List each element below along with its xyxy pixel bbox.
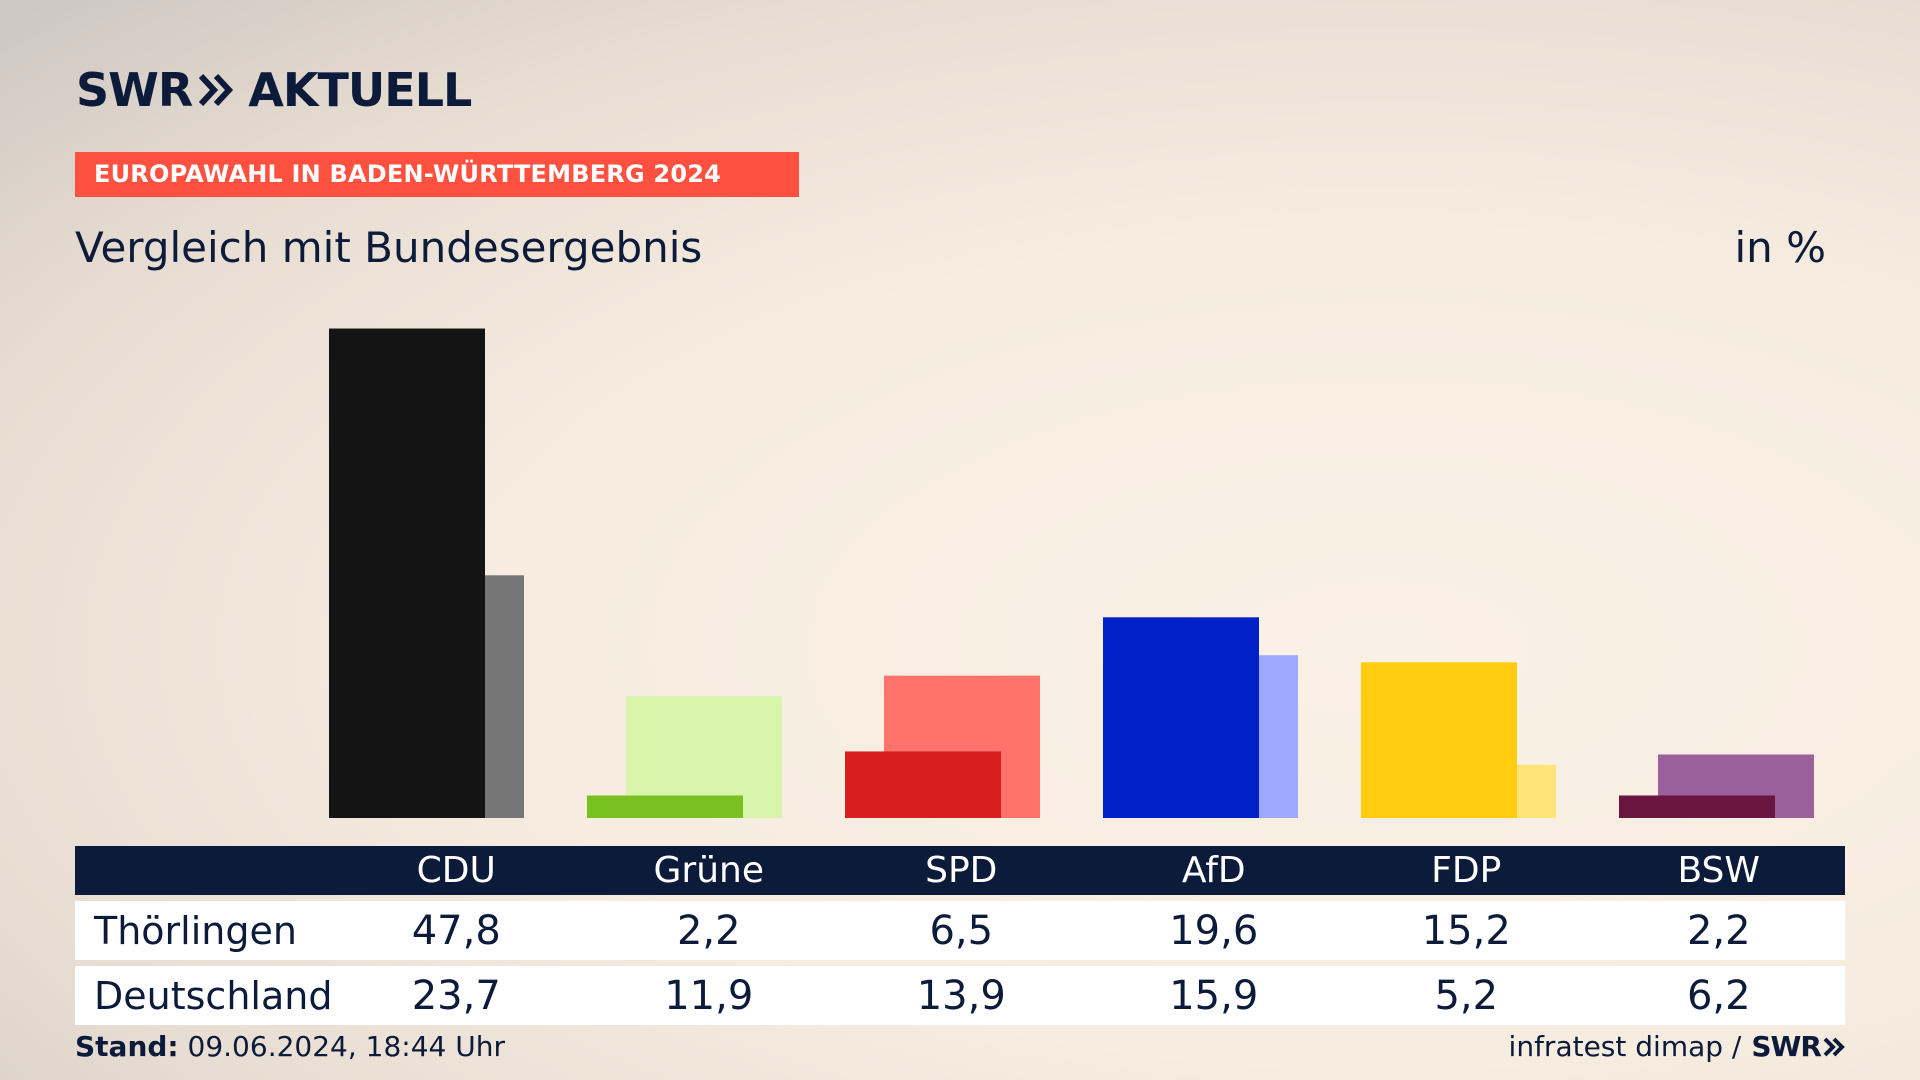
bar-thoerlingen-fdp (1361, 662, 1517, 818)
header-cell-afd: AfD (1181, 850, 1246, 891)
table-header-row: CDU Grüne SPD AfD FDP BSW (75, 846, 1845, 895)
value-cell: 13,9 (835, 966, 1088, 1025)
stand-value: 09.06.2024, 18:44 Uhr (187, 1030, 505, 1063)
value-cell: 2,2 (1592, 901, 1845, 960)
chart-subtitle: Vergleich mit Bundesergebnis (75, 223, 703, 272)
value-cell: 15,2 (1340, 901, 1593, 960)
region-name: Deutschland (75, 966, 332, 1025)
election-banner: EUROPAWAHL IN BADEN-WÜRTTEMBERG 2024 (75, 152, 799, 197)
region-name: Thörlingen (75, 901, 330, 960)
value-cell: 47,8 (330, 901, 583, 960)
swr-aktuell-logo: SWR AKTUELL (76, 63, 472, 117)
table-row: Deutschland 23,7 11,9 13,9 15,9 5,2 6,2 (75, 966, 1845, 1025)
header-cell-gruene: Grüne (653, 850, 764, 891)
stand-label: Stand: (75, 1030, 179, 1063)
swr-small-logo: SWR (1751, 1030, 1822, 1063)
table-row: Thörlingen 47,8 2,2 6,5 19,6 15,2 2,2 (75, 901, 1845, 960)
bar-thoerlingen-cdu (329, 328, 485, 818)
source-text: infratest dimap / (1508, 1030, 1742, 1063)
header-cell-empty (75, 846, 330, 895)
header-cell-bsw: BSW (1677, 850, 1760, 891)
value-cell: 2,2 (582, 901, 835, 960)
bar-chart (329, 328, 1814, 818)
source-credit: infratest dimap / SWR (1509, 1030, 1845, 1063)
unit-label: in % (1734, 223, 1826, 272)
header-cell-cdu: CDU (416, 850, 496, 891)
small-double-chevron-icon (1823, 1037, 1845, 1056)
results-table: CDU Grüne SPD AfD FDP BSW Thörlingen 47,… (75, 840, 1845, 1031)
double-chevron-icon (199, 73, 234, 107)
bar-thoerlingen-spd (845, 751, 1001, 818)
logo-aktuell-text: AKTUELL (248, 63, 472, 117)
header-cell-fdp: FDP (1431, 850, 1502, 891)
value-cell: 6,5 (835, 901, 1088, 960)
value-cell: 11,9 (582, 966, 835, 1025)
logo-swr-text: SWR (76, 63, 193, 117)
bar-thoerlingen-gruene (587, 795, 743, 818)
value-cell: 23,7 (330, 966, 583, 1025)
timestamp: Stand: 09.06.2024, 18:44 Uhr (75, 1030, 505, 1063)
header-cell-spd: SPD (925, 850, 998, 891)
bar-thoerlingen-afd (1103, 617, 1259, 818)
value-cell: 15,9 (1087, 966, 1340, 1025)
bar-thoerlingen-bsw (1619, 795, 1775, 818)
value-cell: 5,2 (1340, 966, 1593, 1025)
value-cell: 19,6 (1087, 901, 1340, 960)
value-cell: 6,2 (1592, 966, 1845, 1025)
